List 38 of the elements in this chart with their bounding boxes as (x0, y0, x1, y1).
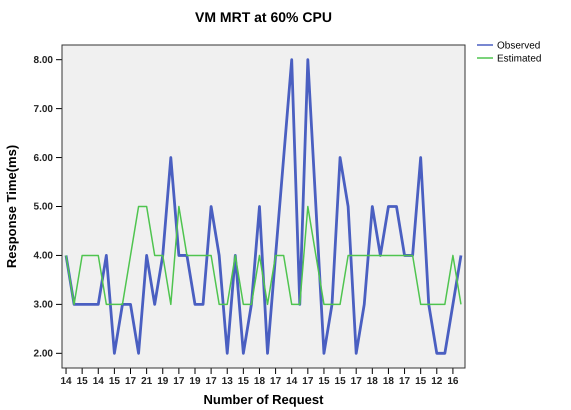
x-tick-label: 17 (350, 376, 362, 388)
x-tick-label: 17 (124, 376, 137, 388)
x-tick-label: 12 (431, 376, 443, 388)
x-tick-label: 17 (398, 376, 411, 388)
x-tick-label: 18 (254, 376, 266, 388)
x-tick-label: 17 (173, 376, 185, 388)
x-tick-label: 17 (270, 376, 282, 388)
x-tick-label: 18 (366, 376, 378, 388)
y-tick-label: 4.00 (34, 250, 54, 262)
y-tick-label: 3.00 (34, 300, 54, 311)
x-tick-label: 16 (447, 376, 459, 388)
x-tick-label: 14 (286, 376, 298, 388)
x-tick-label: 17 (206, 376, 218, 388)
legend-label: Estimated (497, 54, 542, 64)
line-series (64, 58, 462, 355)
x-tick-label: 19 (189, 376, 201, 388)
y-tick-label: 5.00 (34, 202, 54, 213)
x-tick-label: 15 (108, 376, 120, 388)
x-tick-label: 15 (318, 376, 330, 388)
y-tick-label: 8.00 (34, 54, 54, 66)
x-tick-label: 15 (238, 376, 250, 388)
y-tick-label: 2.00 (34, 348, 54, 360)
chart-title: VM MRT at 60% CPU (195, 9, 332, 25)
x-tick-label: 21 (141, 376, 153, 388)
legend-label: Observed (497, 40, 540, 52)
x-tick-label: 13 (222, 376, 234, 388)
y-axis-title: Response Time(ms) (4, 144, 19, 268)
x-tick-label: 19 (157, 376, 169, 388)
x-tick-label: 15 (76, 376, 88, 388)
x-tick-label: 18 (382, 376, 394, 388)
x-tick-label: 15 (334, 376, 346, 388)
y-tick-label: 7.00 (34, 104, 54, 115)
x-tick-label: 17 (302, 376, 314, 388)
y-tick-label: 6.00 (34, 152, 54, 164)
x-axis-title: Number of Request (204, 392, 324, 407)
x-tick-label: 14 (92, 376, 104, 388)
x-tick-label: 15 (415, 376, 427, 388)
x-tick-label: 14 (60, 376, 72, 388)
